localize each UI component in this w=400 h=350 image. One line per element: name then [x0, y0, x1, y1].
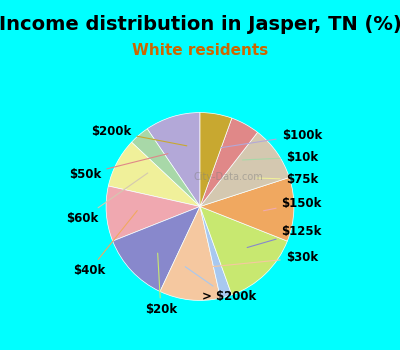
- Text: City-Data.com: City-Data.com: [193, 172, 263, 182]
- Wedge shape: [200, 132, 289, 206]
- Text: > $200k: > $200k: [185, 267, 256, 303]
- Text: $50k: $50k: [69, 154, 168, 181]
- Text: White residents: White residents: [132, 43, 268, 58]
- Wedge shape: [113, 206, 200, 292]
- Text: $100k: $100k: [221, 129, 322, 148]
- Text: $60k: $60k: [66, 173, 148, 225]
- Wedge shape: [200, 118, 258, 206]
- Wedge shape: [200, 113, 232, 206]
- Wedge shape: [200, 206, 232, 298]
- Wedge shape: [106, 186, 200, 241]
- Text: $150k: $150k: [264, 196, 322, 211]
- Text: $20k: $20k: [145, 253, 177, 316]
- Wedge shape: [132, 129, 200, 206]
- Wedge shape: [200, 177, 294, 241]
- Wedge shape: [160, 206, 220, 300]
- Text: $40k: $40k: [73, 211, 137, 277]
- Wedge shape: [200, 206, 287, 295]
- Text: $75k: $75k: [257, 173, 318, 186]
- Wedge shape: [108, 142, 200, 206]
- Text: $200k: $200k: [91, 125, 187, 146]
- Text: Income distribution in Jasper, TN (%): Income distribution in Jasper, TN (%): [0, 15, 400, 34]
- Text: $125k: $125k: [247, 225, 322, 247]
- Wedge shape: [147, 113, 200, 206]
- Text: $10k: $10k: [242, 151, 318, 164]
- Text: $30k: $30k: [210, 251, 318, 267]
